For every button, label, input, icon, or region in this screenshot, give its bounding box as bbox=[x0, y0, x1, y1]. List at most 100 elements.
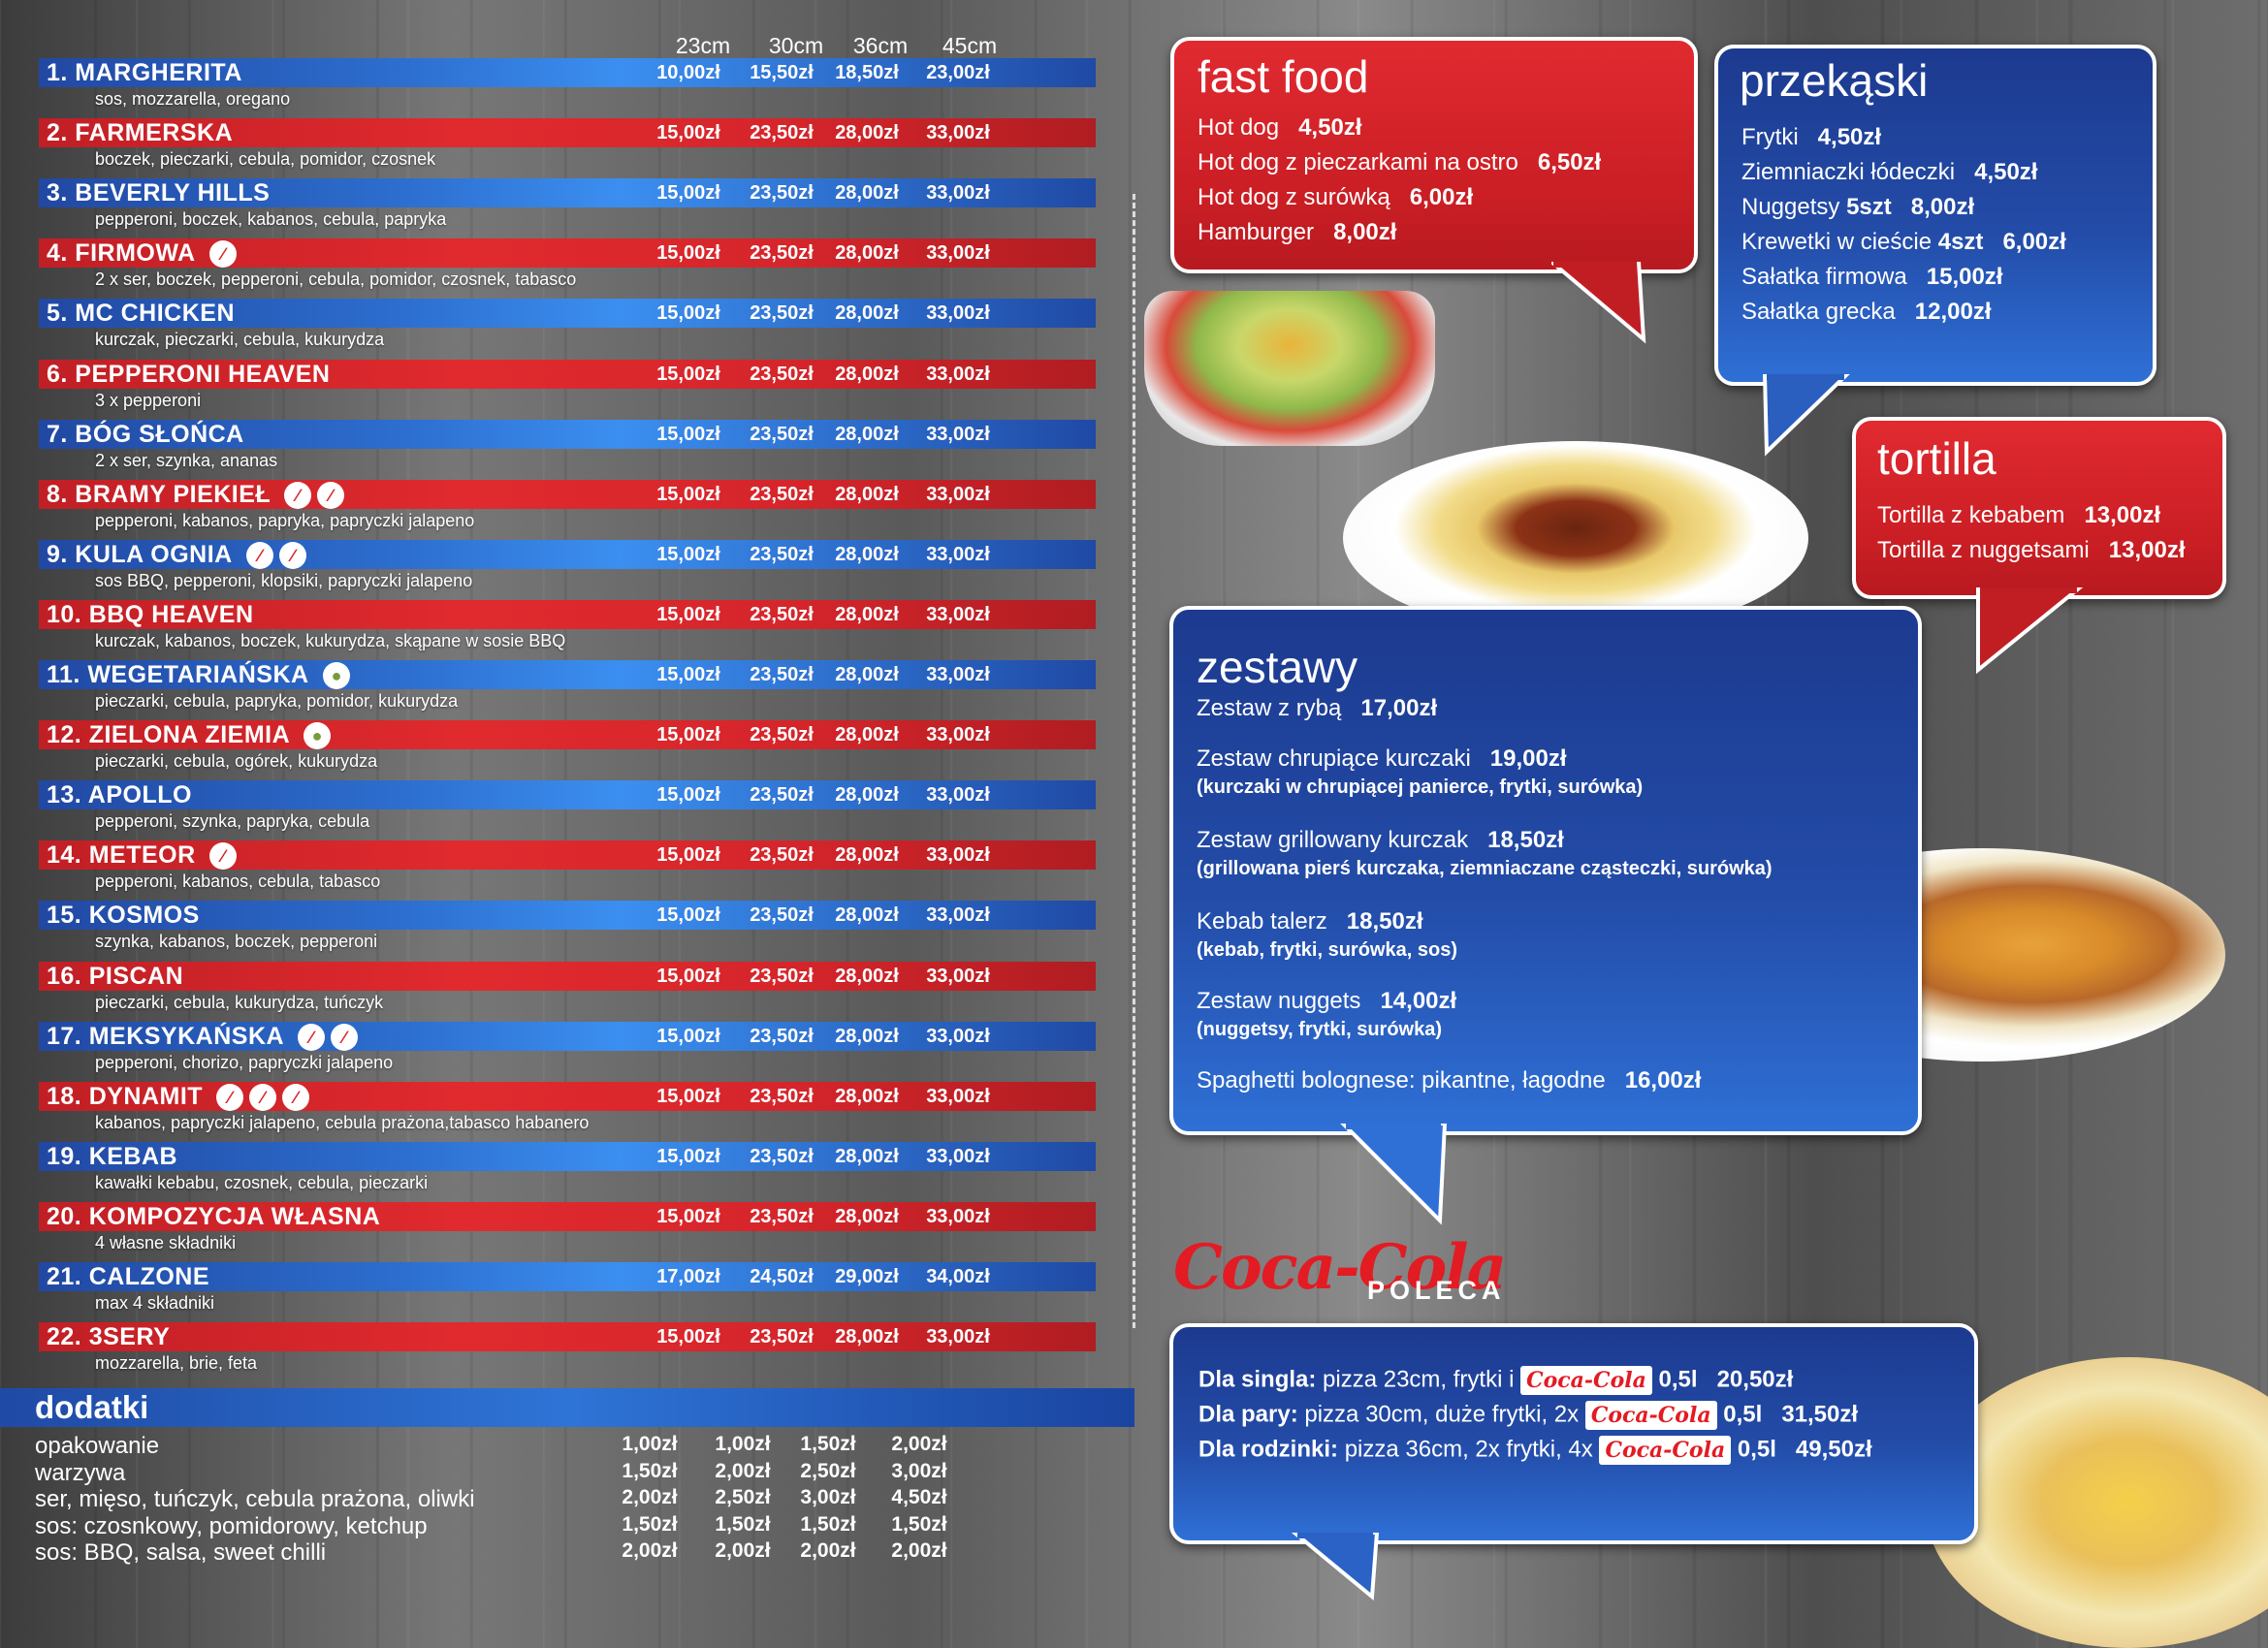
menu-item: Zestaw chrupiące kurczaki 19,00zł bbox=[1197, 745, 1567, 773]
pizza-price: 28,00zł bbox=[835, 302, 899, 325]
deal-row: Dla singla: pizza 23cm, frytki i Coca-Co… bbox=[1198, 1366, 1793, 1395]
pizza-price: 28,00zł bbox=[835, 1205, 899, 1227]
dodatki-price: 1,50zł bbox=[622, 1459, 678, 1482]
dodatki-header-bar bbox=[0, 1388, 1134, 1427]
tortilla-bubble: tortilla Tortilla z kebabem 13,00zł Tort… bbox=[1852, 417, 2226, 599]
pizza-price: 28,00zł bbox=[835, 784, 899, 807]
pizza-row-bar bbox=[39, 660, 1096, 689]
pizza-price: 15,00zł bbox=[656, 904, 720, 927]
pizza-name: 5. MC CHICKEN bbox=[47, 300, 236, 328]
pizza-ingredients: 3 x pepperoni bbox=[95, 390, 202, 410]
pizza-row: 4. FIRMOWA ∕ 15,00zł 23,50zł 28,00zł 33,00zł 2… bbox=[39, 238, 1096, 299]
pizza-price: 33,00zł bbox=[926, 904, 990, 927]
chili-pepper-icon: ∕ bbox=[209, 240, 237, 269]
pizza-row-bar bbox=[39, 720, 1096, 750]
coca-cola-label-icon: Coca-Cola bbox=[1584, 1401, 1717, 1430]
dodatki-price: 2,00zł bbox=[622, 1486, 678, 1508]
dodatki-price: 2,00zł bbox=[622, 1539, 678, 1562]
menu-item: Hot dog z surówką 6,00zł bbox=[1198, 184, 1473, 211]
pizza-name: 19. KEBAB bbox=[47, 1142, 178, 1170]
item-price: 14,00zł bbox=[1380, 988, 1457, 1014]
pizza-row: 7. BÓG SŁOŃCA 15,00zł 23,50zł 28,00zł 33,00z… bbox=[39, 419, 1096, 480]
pizza-row-bar bbox=[39, 178, 1096, 208]
pizza-row-bar bbox=[39, 1262, 1096, 1291]
pizza-price: 15,00zł bbox=[656, 844, 720, 867]
pizza-price: 28,00zł bbox=[835, 965, 899, 987]
pizza-name: 18. DYNAMIT bbox=[47, 1082, 204, 1110]
pizza-name: 2. FARMERSKA bbox=[47, 119, 234, 147]
pizza-price: 23,50zł bbox=[750, 1326, 814, 1348]
pizza-price: 23,50zł bbox=[750, 423, 814, 445]
pizza-icons: ∕ ∕ bbox=[246, 541, 306, 571]
pizza-ingredients: 4 własne składniki bbox=[95, 1232, 237, 1252]
item-qty: 5szt bbox=[1846, 194, 1892, 220]
pizza-name: 8. BRAMY PIEKIEŁ bbox=[47, 480, 272, 508]
zestawy-bubble: zestawy Zestaw z rybą 17,00zł Zestaw chr… bbox=[1169, 606, 1922, 1135]
pizza-price: 33,00zł bbox=[926, 1326, 990, 1348]
pizza-name: 6. PEPPERONI HEAVEN bbox=[47, 360, 331, 388]
item-name: Nuggetsy bbox=[1741, 194, 1840, 220]
pizza-price: 23,50zł bbox=[750, 1085, 814, 1107]
chili-pepper-icon: ∕ bbox=[331, 1023, 358, 1051]
pizza-name: 9. KULA OGNIA bbox=[47, 540, 233, 568]
item-name: Hot dog bbox=[1198, 114, 1280, 141]
pizza-price: 33,00zł bbox=[926, 302, 990, 325]
pizza-price: 33,00zł bbox=[926, 965, 990, 987]
dodatki-price: 2,00zł bbox=[891, 1433, 947, 1455]
pizza-price: 33,00zł bbox=[926, 1145, 990, 1167]
pizza-price: 33,00zł bbox=[926, 122, 990, 144]
pizza-icons: ● bbox=[323, 662, 350, 691]
pizza-row-bar bbox=[39, 1081, 1096, 1111]
dodatki-price: 2,00zł bbox=[715, 1459, 771, 1482]
pizza-price: 23,50zł bbox=[750, 1205, 814, 1227]
chili-pepper-icon: ∕ bbox=[249, 1083, 276, 1111]
pizza-price: 23,50zł bbox=[750, 724, 814, 746]
pizza-price: 10,00zł bbox=[656, 62, 720, 83]
pizza-price: 29,00zł bbox=[835, 1266, 899, 1287]
item-name: Tortilla z nuggetsami bbox=[1877, 537, 2090, 563]
dodatki-price: 2,50zł bbox=[800, 1459, 856, 1482]
pizza-row: 16. PISCAN 15,00zł 23,50zł 28,00zł 33,00zł pi… bbox=[39, 961, 1096, 1022]
pizza-price: 23,50zł bbox=[750, 182, 814, 205]
size-label: 30cm bbox=[768, 33, 824, 58]
item-price: 4,50zł bbox=[1974, 159, 2038, 185]
salad-bowl-image bbox=[1144, 291, 1435, 446]
pizza-price: 33,00zł bbox=[926, 242, 990, 265]
item-price: 6,00zł bbox=[1409, 184, 1474, 210]
menu-item: Frytki 4,50zł bbox=[1741, 124, 1881, 151]
pizza-ingredients: 2 x ser, boczek, pepperoni, cebula, pomi… bbox=[95, 269, 577, 290]
pizza-row-bar bbox=[39, 419, 1096, 449]
dodatki-name: sos: BBQ, salsa, sweet chilli bbox=[35, 1539, 327, 1566]
pizza-row-bar bbox=[39, 1141, 1096, 1171]
dodatki-name: sos: czosnkowy, pomidorowy, ketchup bbox=[35, 1512, 428, 1539]
pizza-price: 15,00zł bbox=[656, 363, 720, 385]
pizza-price: 28,00zł bbox=[835, 1326, 899, 1348]
menu-item: Spaghetti bolognese: pikantne, łagodne 1… bbox=[1197, 1067, 1701, 1094]
item-name: Zestaw chrupiące kurczaki bbox=[1197, 745, 1471, 772]
item-name: Krewetki w cieście bbox=[1741, 229, 1933, 255]
garlic-icon: ● bbox=[303, 722, 331, 750]
pizza-price: 33,00zł bbox=[926, 1205, 990, 1227]
pizza-price: 28,00zł bbox=[835, 122, 899, 144]
dodatki-price: 3,00zł bbox=[800, 1486, 856, 1508]
dodatki-price: 2,50zł bbox=[715, 1486, 771, 1508]
item-name: Zestaw grillowany kurczak bbox=[1197, 827, 1469, 853]
pizza-ingredients: kurczak, pieczarki, cebula, kukurydza bbox=[95, 330, 385, 350]
fastfood-title: fast food bbox=[1198, 51, 1369, 102]
pizza-price: 28,00zł bbox=[835, 724, 899, 746]
pizza-price: 33,00zł bbox=[926, 182, 990, 205]
deal-price: 20,50zł bbox=[1716, 1366, 1794, 1393]
pizza-row: 18. DYNAMIT ∕ ∕ ∕ 15,00zł 23,50zł 28,00zł 33,00… bbox=[39, 1081, 1096, 1142]
pizza-icons: ∕ ∕ ∕ bbox=[216, 1083, 309, 1113]
pizza-price: 15,00zł bbox=[656, 1145, 720, 1167]
pizza-icons: ∕ ∕ bbox=[298, 1023, 358, 1053]
item-price: 18,50zł bbox=[1487, 827, 1564, 853]
pizza-price: 33,00zł bbox=[926, 603, 990, 625]
pizza-price: 28,00zł bbox=[835, 844, 899, 867]
item-name: Hamburger bbox=[1198, 219, 1315, 245]
pizza-icons: ∕ bbox=[209, 240, 237, 269]
pizza-price: 15,00zł bbox=[656, 302, 720, 325]
pizza-name: 16. PISCAN bbox=[47, 962, 184, 990]
pizza-price: 33,00zł bbox=[926, 664, 990, 685]
deal-row: Dla pary: pizza 30cm, duże frytki, 2x Co… bbox=[1198, 1401, 1858, 1430]
